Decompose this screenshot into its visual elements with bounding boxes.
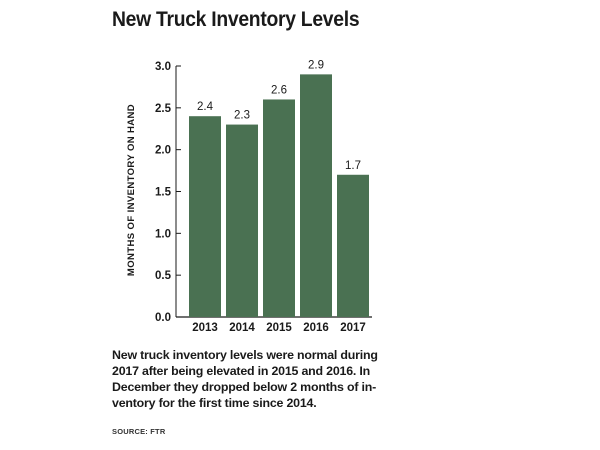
bar xyxy=(189,116,221,317)
bar xyxy=(337,174,369,317)
x-tick-label: 2017 xyxy=(340,322,366,334)
data-label: 2.6 xyxy=(271,84,287,96)
y-axis-label: MONTHS OF INVENTORY ON HAND xyxy=(126,104,137,276)
y-tick-label: 0.0 xyxy=(155,312,171,324)
data-labels: 2.4 2.3 2.6 2.9 1.7 xyxy=(197,59,361,171)
x-tick-label: 2014 xyxy=(229,322,255,334)
x-tick-label: 2015 xyxy=(266,322,292,334)
source-note: SOURCE: FTR xyxy=(112,427,166,436)
bar xyxy=(263,99,295,317)
y-tick-label: 0.5 xyxy=(155,270,172,282)
y-tick-label: 1.0 xyxy=(155,228,171,240)
y-tick-label: 2.0 xyxy=(155,145,171,157)
x-tick-label: 2013 xyxy=(192,322,218,334)
data-label: 2.4 xyxy=(197,101,214,113)
bar xyxy=(300,74,332,317)
data-label: 2.9 xyxy=(308,59,324,71)
x-tick-label: 2016 xyxy=(303,322,329,334)
bar-chart: 0.0 0.5 1.0 1.5 2.0 2.5 3.0 2.4 2.3 2.6 2.9 1.7 20… xyxy=(126,59,372,334)
chart-title: New Truck Inventory Levels xyxy=(112,8,360,31)
y-tick-label: 3.0 xyxy=(155,61,171,73)
y-axis: 0.0 0.5 1.0 1.5 2.0 2.5 3.0 xyxy=(155,61,372,324)
bars xyxy=(189,74,369,317)
x-axis-labels: 2013 2014 2015 2016 2017 xyxy=(192,322,366,334)
bar xyxy=(226,124,258,317)
y-tick-label: 2.5 xyxy=(155,103,172,115)
chart-caption: New truck inventory levels were normal d… xyxy=(112,348,378,410)
data-label: 2.3 xyxy=(234,110,250,122)
data-label: 1.7 xyxy=(345,160,361,172)
y-tick-label: 1.5 xyxy=(155,187,172,199)
